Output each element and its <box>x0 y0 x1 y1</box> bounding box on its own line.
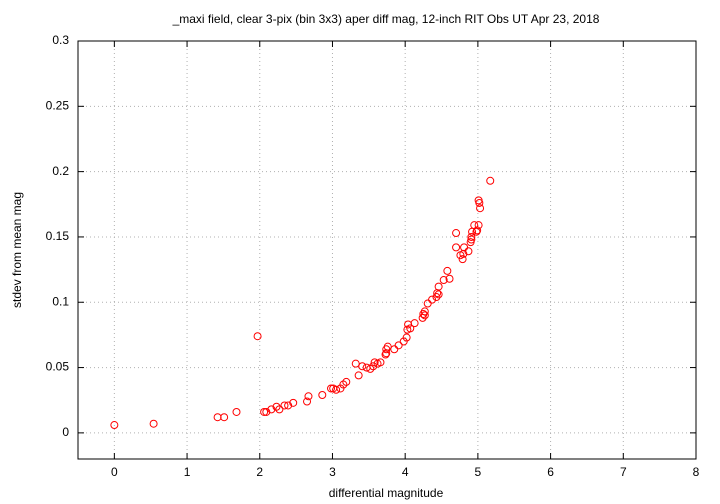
point <box>486 176 495 185</box>
point <box>318 390 327 399</box>
point <box>452 229 461 238</box>
point <box>410 319 419 328</box>
point <box>474 221 483 230</box>
point <box>275 405 284 414</box>
point <box>434 282 443 291</box>
point <box>473 226 482 235</box>
point <box>327 384 336 393</box>
y-tick-label: 0.25 <box>46 98 70 112</box>
y-tick-label: 0.05 <box>46 360 70 374</box>
point <box>289 398 298 407</box>
point <box>366 364 375 373</box>
point <box>464 247 473 256</box>
point <box>476 204 485 213</box>
point <box>303 397 312 406</box>
x-tick-label: 2 <box>256 465 263 479</box>
plot-border <box>77 40 697 460</box>
point <box>467 232 476 241</box>
point <box>376 358 385 367</box>
point <box>149 419 158 428</box>
point <box>272 402 281 411</box>
point <box>406 324 415 333</box>
point <box>260 407 269 416</box>
x-tick-label: 5 <box>475 465 482 479</box>
point <box>339 380 348 389</box>
point <box>332 385 341 394</box>
point <box>280 401 289 410</box>
x-axis-label: differential magnitude <box>329 486 444 500</box>
point <box>351 359 360 368</box>
point <box>432 293 441 302</box>
point <box>381 350 390 359</box>
y-tick-label: 0 <box>62 425 69 439</box>
point <box>420 307 429 316</box>
point <box>428 295 437 304</box>
x-tick-label: 4 <box>402 465 409 479</box>
point <box>458 255 467 264</box>
point <box>394 341 403 350</box>
point <box>262 407 271 416</box>
y-tick-label: 0.3 <box>52 33 69 47</box>
point <box>452 243 461 252</box>
point <box>439 276 448 285</box>
point <box>232 407 241 416</box>
x-tick-label: 1 <box>184 465 191 479</box>
chart-title: _maxi field, clear 3-pix (bin 3x3) aper … <box>172 12 600 26</box>
point <box>342 377 351 386</box>
x-tick-label: 7 <box>620 465 627 479</box>
x-tick-label: 3 <box>329 465 336 479</box>
y-tick-label: 0.2 <box>52 164 69 178</box>
x-tick-label: 8 <box>693 465 700 479</box>
point <box>267 405 276 414</box>
point <box>220 413 229 422</box>
y-tick-label: 0.1 <box>52 294 69 308</box>
x-tick-label: 6 <box>547 465 554 479</box>
point <box>253 332 262 341</box>
y-axis-label: stdev from mean mag <box>10 192 24 308</box>
point <box>467 235 476 244</box>
point <box>213 413 222 422</box>
y-tick-label: 0.15 <box>46 229 70 243</box>
point <box>443 266 452 275</box>
point <box>284 401 293 410</box>
point <box>354 371 363 380</box>
point <box>423 299 432 308</box>
point <box>390 345 399 354</box>
point <box>420 311 429 320</box>
point <box>445 274 454 283</box>
point <box>383 342 392 351</box>
point <box>460 243 469 252</box>
point <box>304 392 313 401</box>
point <box>110 421 119 430</box>
point <box>402 333 411 342</box>
x-tick-label: 0 <box>111 465 118 479</box>
point <box>475 198 484 207</box>
point <box>434 290 443 299</box>
point <box>358 362 367 371</box>
point <box>369 362 378 371</box>
